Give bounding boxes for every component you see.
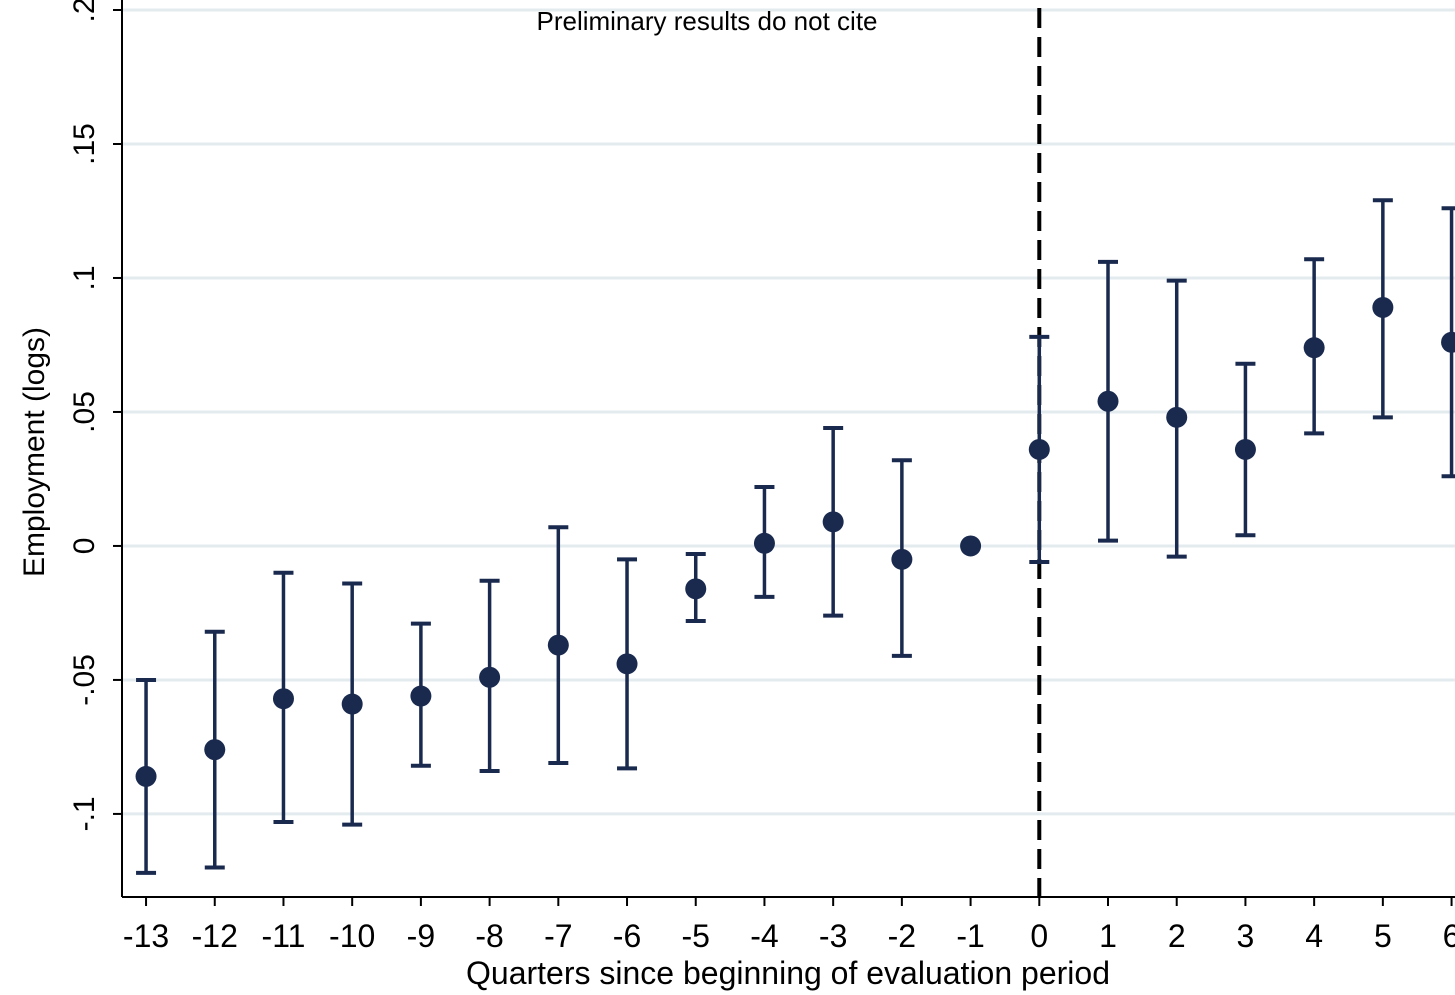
x-tick-label-15: 2 bbox=[1168, 918, 1186, 954]
x-tick-label-13: 0 bbox=[1030, 918, 1048, 954]
x-tick-label-12: -1 bbox=[956, 918, 984, 954]
data-point-10 bbox=[822, 511, 844, 533]
x-tick-label-11: -2 bbox=[888, 918, 916, 954]
x-tick-label-4: -9 bbox=[407, 918, 435, 954]
y-tick-label-0: -.1 bbox=[68, 796, 101, 831]
y-tick-label-1: -.05 bbox=[68, 654, 101, 706]
data-point-15 bbox=[1166, 406, 1188, 428]
y-tick-label-4: .1 bbox=[68, 265, 101, 290]
axes-layer bbox=[121, 0, 1455, 898]
grid-layer bbox=[122, 8, 1455, 816]
x-tick-label-2: -11 bbox=[262, 918, 306, 954]
data-point-8 bbox=[685, 578, 707, 600]
data-point-1 bbox=[204, 739, 226, 761]
x-tick-label-6: -7 bbox=[544, 918, 572, 954]
data-point-18 bbox=[1372, 296, 1394, 318]
x-tick-label-18: 5 bbox=[1374, 918, 1392, 954]
x-tick-label-8: -5 bbox=[682, 918, 710, 954]
x-tick-label-5: -8 bbox=[475, 918, 503, 954]
y-axis-label: Employment (logs) bbox=[18, 327, 51, 577]
data-point-5 bbox=[479, 666, 501, 688]
data-point-14 bbox=[1097, 390, 1119, 412]
data-point-16 bbox=[1234, 438, 1256, 460]
data-point-11 bbox=[891, 548, 913, 570]
x-axis-label: Quarters since beginning of evaluation p… bbox=[466, 955, 1110, 991]
data-point-9 bbox=[753, 532, 775, 554]
data-point-2 bbox=[272, 688, 294, 710]
x-tick-label-17: 4 bbox=[1305, 918, 1323, 954]
data-point-12 bbox=[960, 535, 982, 557]
annotation-text: Preliminary results do not cite bbox=[536, 6, 877, 36]
x-tick-label-19: 6 bbox=[1443, 918, 1455, 954]
x-tick-label-3: -10 bbox=[329, 918, 375, 954]
x-tick-label-9: -4 bbox=[750, 918, 778, 954]
data-point-7 bbox=[616, 653, 638, 675]
x-tick-label-0: -13 bbox=[123, 918, 169, 954]
y-tick-label-2: 0 bbox=[68, 538, 101, 555]
data-point-0 bbox=[135, 765, 157, 787]
data-marks-layer bbox=[135, 198, 1455, 875]
data-point-13 bbox=[1028, 438, 1050, 460]
x-tick-label-7: -6 bbox=[613, 918, 641, 954]
x-tick-label-1: -12 bbox=[192, 918, 238, 954]
x-tick-label-10: -3 bbox=[819, 918, 847, 954]
x-tick-label-16: 3 bbox=[1237, 918, 1255, 954]
y-tick-label-3: .05 bbox=[68, 391, 101, 433]
tick-label-layer: -.1-.050.05.1.15.2-13 -12 -11 -10 -9 -8 -7 -6 -5… bbox=[68, 0, 1455, 954]
data-point-4 bbox=[410, 685, 432, 707]
data-point-17 bbox=[1303, 337, 1325, 359]
data-point-19 bbox=[1441, 331, 1455, 353]
x-tick-label-14: 1 bbox=[1099, 918, 1117, 954]
y-tick-label-5: .15 bbox=[68, 123, 101, 165]
data-point-6 bbox=[547, 634, 569, 656]
data-point-3 bbox=[341, 693, 363, 715]
y-tick-label-6: .2 bbox=[68, 0, 101, 23]
